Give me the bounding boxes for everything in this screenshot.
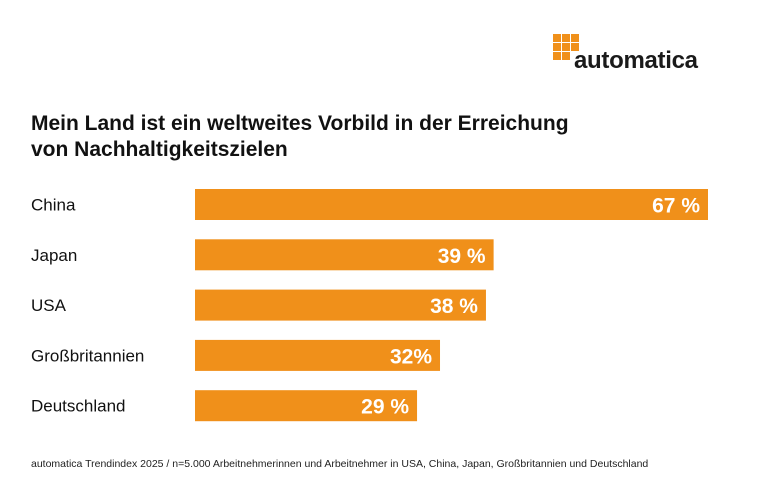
chart-title-line-1: Mein Land ist ein weltweites Vorbild in … <box>31 112 569 135</box>
bar <box>195 189 708 220</box>
footnote: automatica Trendindex 2025 / n=5.000 Arb… <box>31 458 649 470</box>
bar <box>195 390 418 422</box>
value-label: 67 % <box>652 195 700 218</box>
value-label: 38 % <box>430 295 478 318</box>
logo-grid-icon <box>553 34 580 61</box>
category-label: China <box>31 196 76 215</box>
category-label: Deutschland <box>31 397 126 416</box>
chart-title-line-2: von Nachhaltigkeitszielen <box>31 138 288 161</box>
category-label: Großbritannien <box>31 346 144 365</box>
bar <box>195 239 494 271</box>
bar-chart: China 67 % Japan 39 % USA 38 % Großbritannien 3… <box>31 189 708 422</box>
logo-text: automatica <box>574 47 698 74</box>
value-label: 32% <box>390 345 432 368</box>
category-label: Japan <box>31 246 77 265</box>
bar <box>195 289 486 321</box>
automatica-logo: automatica <box>553 34 723 74</box>
category-label: USA <box>31 296 67 315</box>
bar <box>195 339 441 371</box>
value-label: 29 % <box>361 396 409 419</box>
value-label: 39 % <box>438 245 486 268</box>
chart-title: Mein Land ist ein weltweites Vorbild in … <box>31 111 569 163</box>
